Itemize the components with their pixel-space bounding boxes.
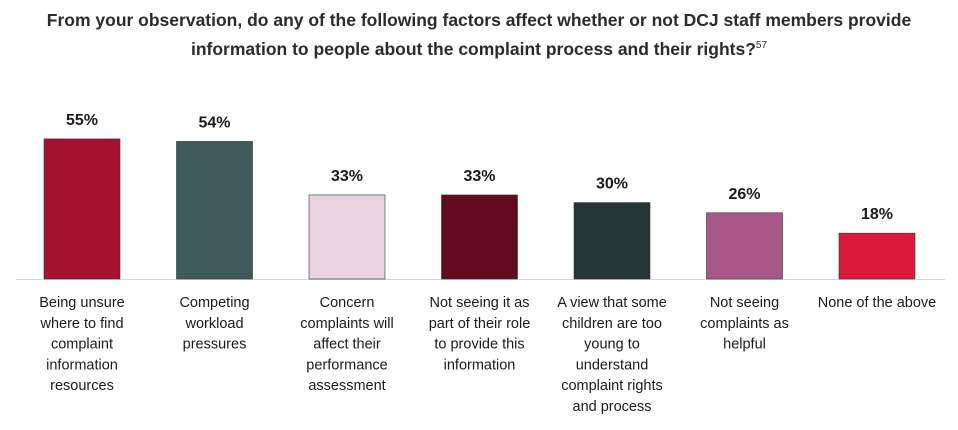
chart-title-line-1: From your observation, do any of the fol… [46,10,912,30]
category-label-line: children are too [562,316,662,332]
bar-4 [441,194,518,280]
category-label-line: Not seeing it as [430,295,530,311]
bar-7 [838,232,916,280]
category-label-line: young to [584,337,640,353]
category-label-line: and process [573,399,652,415]
value-label-1: 55% [66,112,98,129]
category-label-line: information [444,357,516,373]
category-label-line: complaints will [300,316,393,332]
category-label-line: understand [576,357,649,373]
category-label-line: affect their [313,337,381,353]
category-label-line: to provide this [434,337,524,353]
category-label-line: where to find [39,316,123,332]
chart-title-line-2-text: information to people about the complain… [190,38,756,59]
category-label-line: A view that some [557,295,667,311]
chart-title-line-2: information to people about the complain… [0,33,958,62]
category-label-line: complaint [51,337,113,353]
chart-title: From your observation, do any of the fol… [0,8,958,62]
category-label-line: assessment [308,378,385,394]
value-label-5: 30% [596,176,628,193]
category-label-line: complaints as [700,316,789,332]
value-label-4: 33% [463,168,495,185]
bar-1 [43,138,121,280]
category-label-3: Concern complaints will affect their perfor… [300,295,393,394]
category-label-line: information [46,357,118,373]
category-label-line: Competing [179,295,249,311]
value-label-2: 54% [198,114,230,131]
category-label-5: A view that some children are too young to… [557,295,667,415]
bar-5 [573,202,651,280]
category-label-line: complaint rights [561,378,663,394]
category-label-line: Concern [320,295,375,311]
category-label-line: helpful [723,337,766,353]
category-label-6: Not seeing complaints as helpful [700,295,789,353]
category-label-2: Competing workload pressures [179,295,249,353]
category-label-line: part of their role [429,316,531,332]
category-label-line: workload [184,316,243,332]
category-label-line: None of the above [818,295,937,311]
category-label-1: Being unsure where to find complaint inform… [39,295,124,394]
bar-3 [308,194,386,280]
value-label-6: 26% [728,186,760,203]
bar-6 [706,212,783,280]
category-label-line: pressures [183,337,247,353]
value-label-7: 18% [861,206,893,223]
category-label-line: resources [50,378,114,394]
footnote-marker: 57 [755,40,768,51]
category-label-line: Being unsure [39,295,124,311]
bar-2 [176,141,253,280]
category-label-7: None of the above [818,295,937,311]
category-label-line: performance [306,357,387,373]
value-label-3: 33% [331,168,363,185]
category-label-line: Not seeing [710,295,779,311]
category-label-4: Not seeing it as part of their role to pro… [429,295,531,373]
